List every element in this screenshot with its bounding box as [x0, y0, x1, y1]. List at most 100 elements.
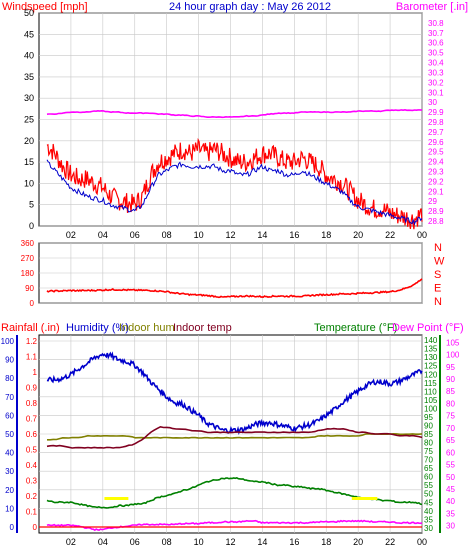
rain-tick-label: 0.2: [26, 492, 38, 501]
dewpoint-tick-label: 85: [446, 387, 455, 396]
barometer-tick-label: 30.4: [428, 59, 444, 68]
temperature-tick-label: 115: [424, 379, 437, 388]
barometer-tick-label: 29.7: [428, 128, 444, 137]
temperature-tick-label: 90: [424, 421, 433, 430]
dewpoint-tick-label: 40: [446, 497, 455, 506]
x-tick-label: 20: [353, 537, 363, 547]
humidity-tick-label: 40: [5, 449, 14, 458]
temperature-tick-label: 45: [424, 498, 433, 507]
rain-tick-label: 0.1: [26, 508, 38, 517]
direction-grid: [39, 242, 423, 304]
direction-tick-label: 90: [25, 284, 34, 293]
wind-tick-label: 20: [24, 136, 34, 146]
wind-tick-label: 50: [24, 8, 34, 18]
humidity-tick-label: 50: [5, 430, 14, 439]
humidity-tick-label: 70: [5, 393, 14, 402]
top-left-label: Windspeed [mph]: [2, 1, 88, 13]
x-tick-label: 18: [321, 230, 331, 240]
wind-tick-label: 35: [24, 72, 34, 82]
barometer-tick-label: 28.8: [428, 217, 444, 226]
temperature-tick-label: 125: [424, 362, 438, 371]
x-tick-label: 20: [353, 230, 363, 240]
barometer-tick-label: 30.6: [428, 39, 444, 48]
rain-tick-label: 1: [33, 368, 38, 377]
top-right-label: Barometer [.in]: [396, 1, 468, 13]
temperature-tick-label: 80: [424, 439, 433, 448]
temperature-tick-label: 75: [424, 447, 433, 456]
series-indoor-hum: [47, 432, 423, 441]
temperature-tick-label: 55: [424, 481, 433, 490]
temperature-tick-label: 35: [424, 515, 433, 524]
temperature-tick-label: 60: [424, 473, 433, 482]
wind-axis-left: 0 5 10 15 20 25 30 35 40 45 50: [24, 8, 34, 231]
dewpoint-tick-label: 95: [446, 363, 455, 372]
barometer-tick-label: 29.9: [428, 108, 444, 117]
direction-compass-label: E: [434, 283, 441, 295]
barometer-tick-label: 30.7: [428, 29, 444, 38]
x-tick-label: 04: [98, 230, 108, 240]
direction-compass-label: S: [434, 269, 441, 281]
temperature-tick-label: 65: [424, 464, 433, 473]
temperature-tick-label: 100: [424, 404, 438, 413]
series-barometer: [46, 108, 423, 119]
humidity-tick-label: 10: [5, 504, 14, 513]
temperature-axis: 3035404550556065707580859095100105110115…: [424, 335, 441, 533]
x-tick-label: 12: [225, 230, 235, 240]
barometer-tick-label: 29.5: [428, 148, 444, 157]
series-dew-point: [46, 519, 423, 532]
direction-tick-label: 270: [21, 254, 35, 263]
barometer-tick-label: 29.6: [428, 138, 444, 147]
x-axis-ticks-weather: 02 04 06 08 10 12 14 16 18 20 22 00: [66, 537, 427, 547]
wind-tick-label: 10: [24, 178, 34, 188]
rain-tick-label: 0.6: [26, 430, 38, 439]
x-tick-label: 14: [257, 230, 267, 240]
series-wind-direction: [46, 278, 423, 299]
humidity-tick-label: 80: [5, 374, 14, 383]
x-tick-label: 08: [162, 230, 172, 240]
dewpoint-tick-label: 65: [446, 436, 455, 445]
rain-tick-label: 0.4: [26, 461, 38, 470]
rain-tick-label: 0.7: [26, 415, 38, 424]
rain-tick-label: 1.2: [26, 337, 38, 346]
rain-axis: 0 0.1 0.2 0.3 0.4 0.5 0.6 0.7 0.8 0.9 1 1.1 1.2: [26, 337, 38, 532]
x-tick-label: 06: [130, 537, 140, 547]
chart-title: 24 hour graph day : May 26 2012: [169, 1, 331, 13]
rain-tick-label: 1.1: [26, 353, 38, 362]
x-tick-label: 08: [162, 537, 172, 547]
barometer-tick-label: 29.3: [428, 168, 444, 177]
dewpoint-tick-label: 90: [446, 375, 455, 384]
temperature-tick-label: 85: [424, 430, 433, 439]
direction-series: [46, 278, 423, 299]
wind-tick-label: 45: [24, 29, 34, 39]
series-humidity: [46, 351, 423, 436]
legend-humidity: Humidity (%): [66, 322, 129, 334]
barometer-axis-right: 28.828.92929.129.229.329.429.529.629.729…: [428, 19, 444, 226]
temperature-tick-label: 140: [424, 336, 438, 345]
barometer-tick-label: 29.8: [428, 118, 444, 127]
barometer-tick-label: 28.9: [428, 207, 444, 216]
series-indoor-temp: [46, 425, 423, 449]
barometer-tick-label: 30.3: [428, 68, 444, 77]
x-tick-label: 10: [194, 537, 204, 547]
x-axis-ticks-wind: 02 04 06 08 10 12 14 16 18 20 22 00: [66, 230, 427, 240]
series-wind-speed: [46, 159, 423, 226]
temperature-tick-label: 95: [424, 413, 433, 422]
barometer-tick-label: 29.4: [428, 158, 444, 167]
direction-tick-label: 360: [21, 239, 35, 248]
dewpoint-tick-label: 30: [446, 522, 455, 531]
dewpoint-tick-label: 45: [446, 485, 455, 494]
rain-tick-label: 0.9: [26, 384, 38, 393]
humidity-axis: 0 10 20 30 40 50 60 70 80 90 100: [1, 335, 18, 533]
barometer-tick-label: 29.1: [428, 187, 444, 196]
x-tick-label: 22: [385, 230, 395, 240]
rain-event-mark: [351, 497, 378, 500]
dewpoint-tick-label: 80: [446, 399, 455, 408]
dewpoint-tick-label: 105: [446, 338, 460, 347]
x-tick-label: 16: [289, 537, 299, 547]
dewpoint-tick-label: 75: [446, 412, 455, 421]
legend-dew-point: Dew Point (°F): [392, 322, 464, 334]
dewpoint-tick-label: 100: [446, 351, 460, 360]
dewpoint-tick-label: 60: [446, 448, 455, 457]
dewpoint-tick-label: 35: [446, 509, 455, 518]
